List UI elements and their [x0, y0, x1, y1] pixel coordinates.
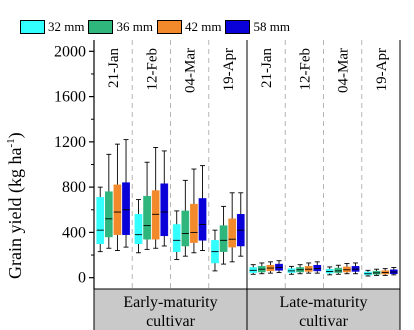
sowing-date-label: 04-Mar [183, 48, 199, 93]
box [143, 195, 151, 240]
legend-item-32mm: 32 mm [20, 19, 84, 35]
cultivar-label: Early-maturity [123, 294, 217, 311]
y-tick-label: 0 [78, 270, 86, 287]
box [198, 198, 207, 241]
legend-swatch-58mm [225, 20, 251, 34]
sowing-date-label: 19-Apr [221, 48, 237, 91]
legend-item-36mm: 36 mm [88, 19, 153, 35]
legend-item-58mm: 58 mm [225, 19, 290, 35]
legend: 32 mm 36 mm 42 mm 58 mm [20, 17, 294, 37]
box [172, 224, 181, 252]
box [334, 267, 343, 273]
box [219, 225, 228, 252]
sowing-date-label: 19-Apr [374, 48, 390, 91]
sowing-date-label: 12-Feb [297, 48, 313, 91]
legend-label-36mm: 36 mm [116, 19, 153, 34]
box [134, 214, 143, 244]
y-tick-label: 800 [62, 179, 86, 196]
legend-label-32mm: 32 mm [48, 19, 85, 34]
box [151, 190, 160, 240]
legend-swatch-32mm [20, 20, 45, 34]
sowing-date-label: 21-Jan [106, 48, 122, 88]
box [313, 264, 322, 272]
cultivar-label: cultivar [146, 313, 196, 330]
cultivar-label: cultivar [299, 313, 349, 330]
legend-label-58mm: 58 mm [253, 19, 290, 34]
cultivar-label: Late-maturity [280, 294, 368, 311]
y-tick-label: 1200 [54, 134, 86, 151]
box [160, 183, 169, 237]
legend-swatch-42mm [156, 20, 182, 34]
box [122, 182, 130, 235]
box [228, 218, 237, 248]
legend-swatch-36mm [88, 20, 114, 34]
y-tick-label: 400 [62, 224, 86, 241]
box [104, 191, 113, 238]
legend-item-42mm: 42 mm [156, 19, 222, 35]
box [190, 203, 198, 243]
y-tick-label: 2000 [54, 43, 86, 60]
y-tick-label: 1600 [54, 89, 86, 106]
sowing-date-label: 04-Mar [336, 48, 352, 93]
legend-label-42mm: 42 mm [184, 19, 222, 34]
box [96, 197, 105, 244]
sowing-date-label: 12-Feb [144, 48, 160, 91]
box [181, 210, 190, 247]
sowing-date-label: 21-Jan [259, 48, 275, 88]
box [113, 184, 122, 235]
